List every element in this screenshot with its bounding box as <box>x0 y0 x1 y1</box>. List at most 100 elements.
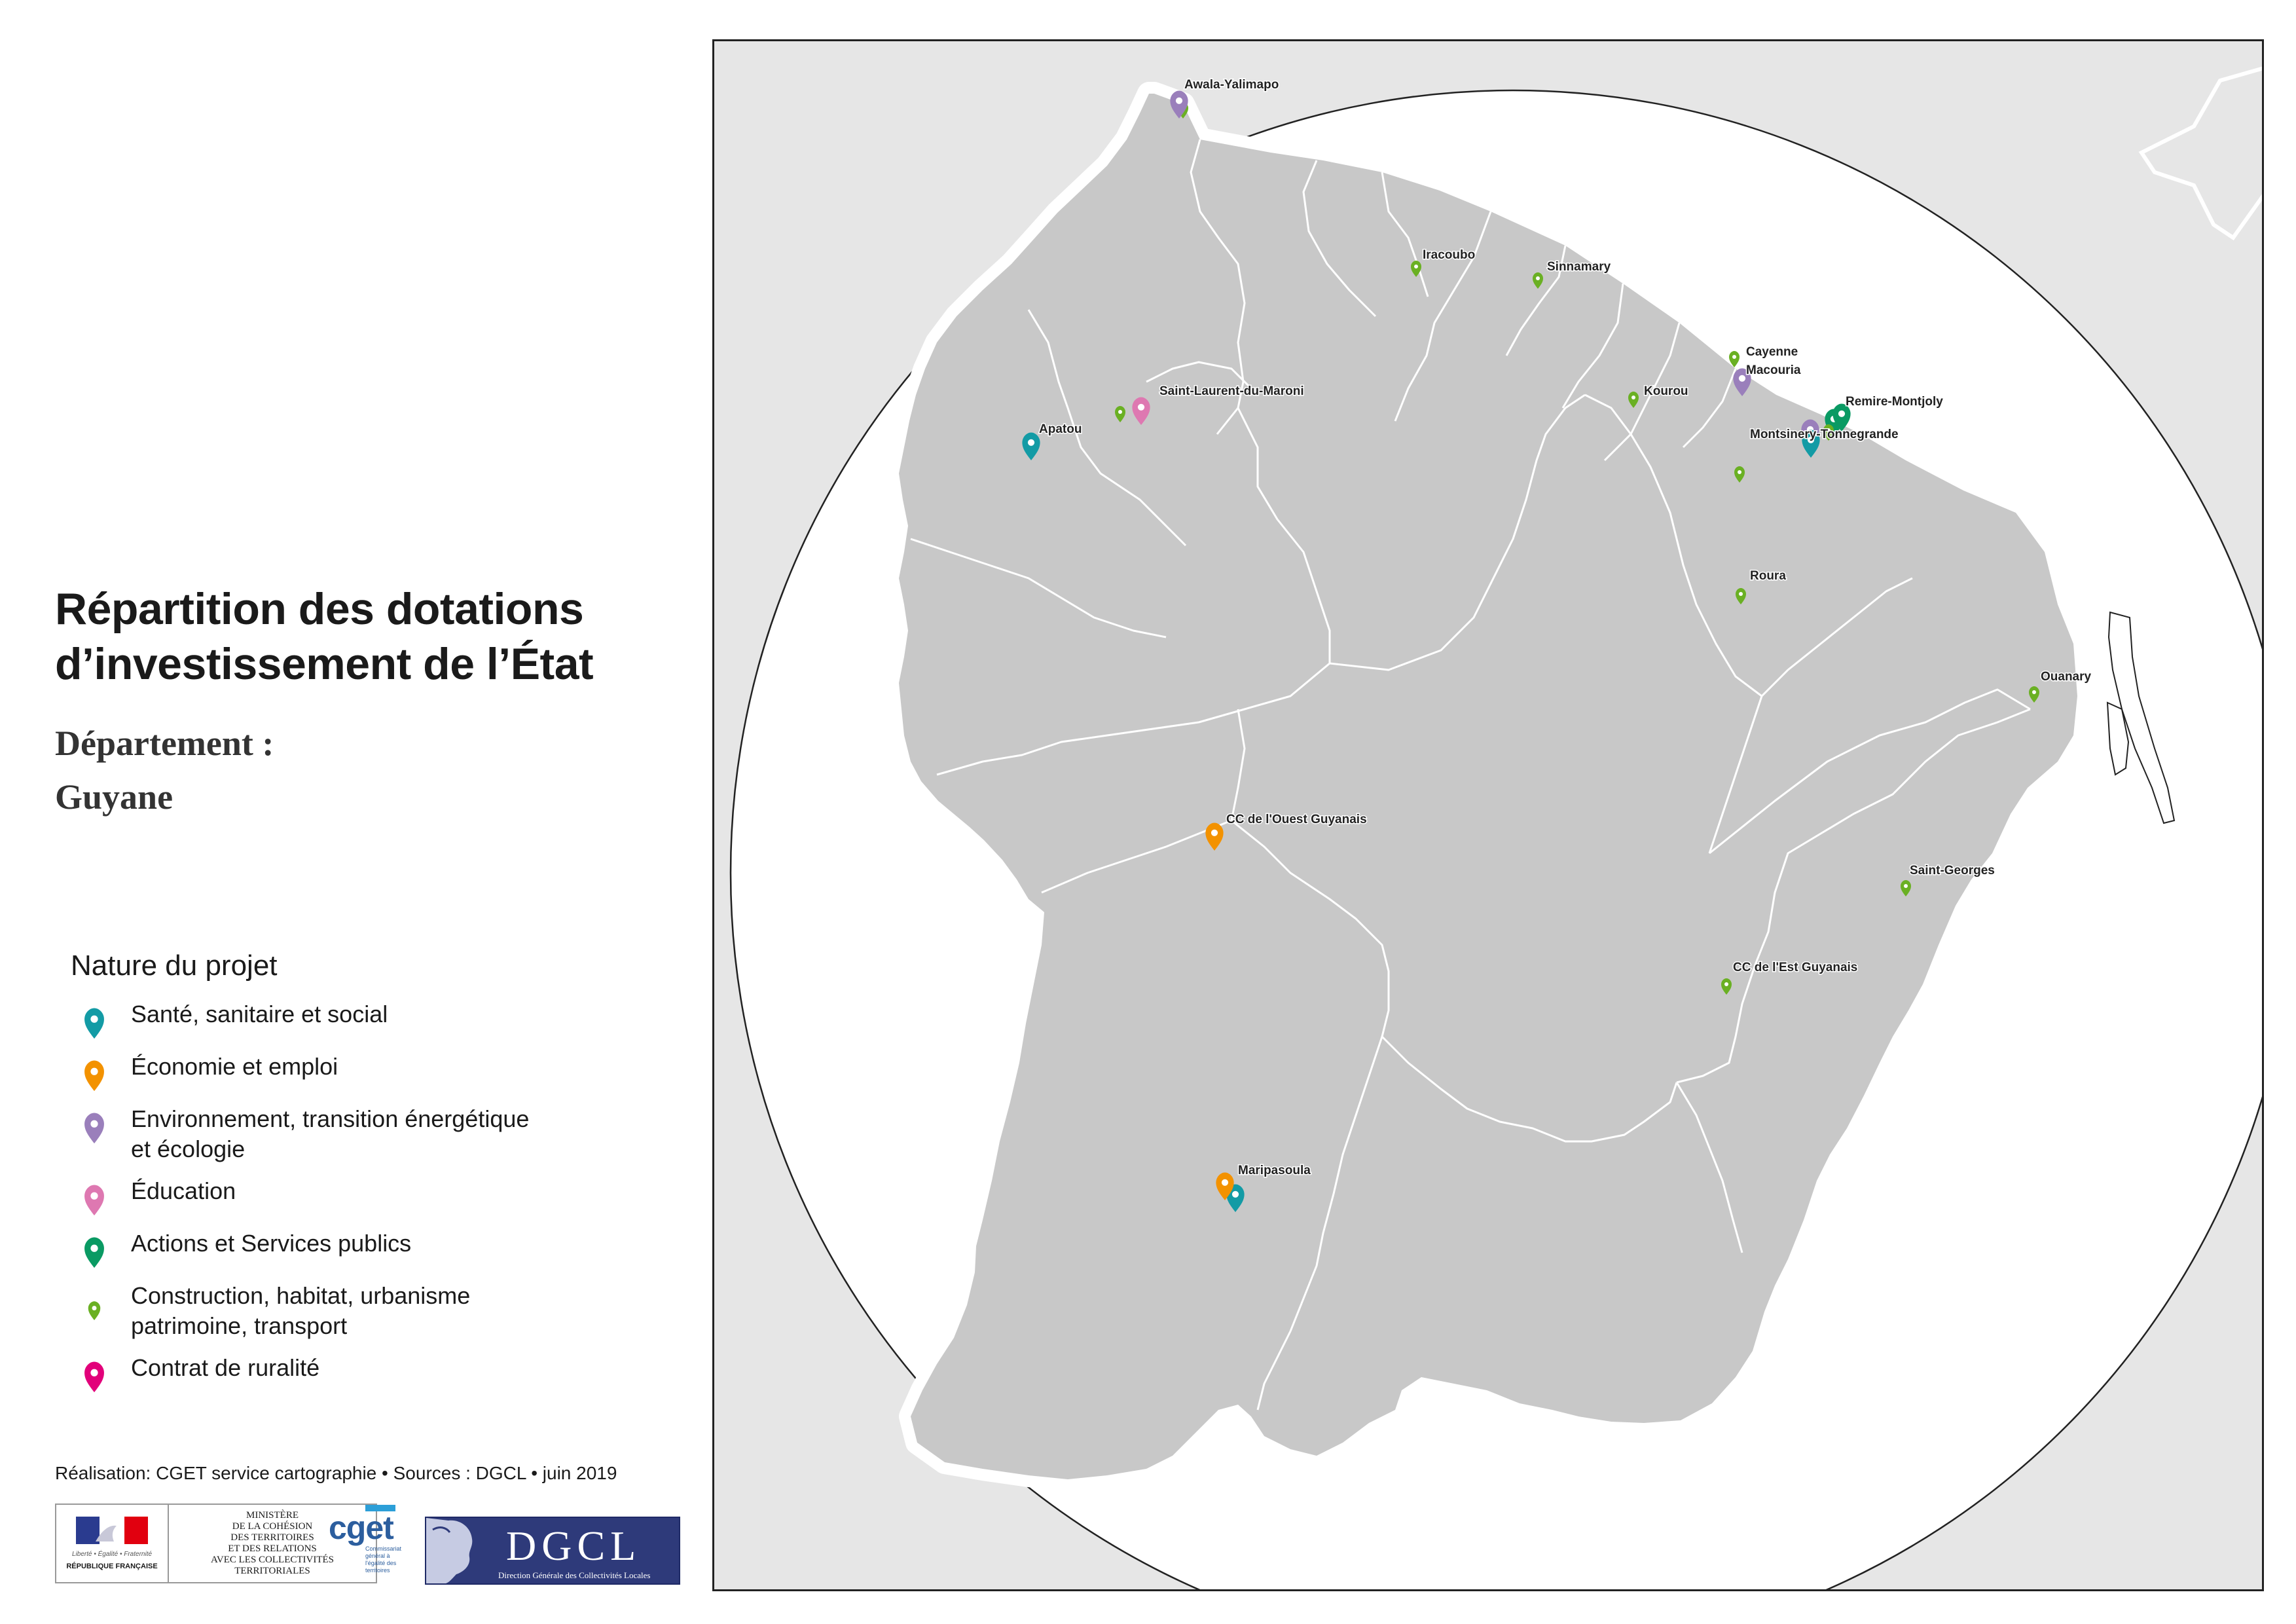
legend-pin[interactable] <box>84 1060 104 1092</box>
legend-item-education: Éducation <box>68 1176 657 1228</box>
map-pin-construction[interactable] <box>1736 588 1746 604</box>
map-pin-sante[interactable] <box>1802 430 1820 458</box>
credits: Réalisation: CGET service cartographie •… <box>55 1463 617 1483</box>
legend-label-line: et écologie <box>131 1135 246 1162</box>
guyane-land <box>899 94 2077 1479</box>
map-pin-icon <box>84 1237 104 1268</box>
ministere-name-line: DES TERRITOIRES <box>230 1532 314 1543</box>
legend-label-line: Contrat de ruralité <box>131 1354 320 1381</box>
map-pin-economie[interactable] <box>1216 1172 1234 1201</box>
map-frame[interactable]: Awala-Yalimapo Iracoubo Sinnamary Cayenne Ma… <box>712 39 2264 1591</box>
place-label: Apatou <box>1039 422 1082 436</box>
ministere-name-line: TERRITORIALES <box>234 1566 310 1576</box>
map-pin-icon <box>84 1113 104 1144</box>
map-title-line-1: Répartition des dotations <box>55 584 584 634</box>
map-title-line-2: d’investissement de l’État <box>55 639 594 689</box>
legend-title: Nature du projet <box>71 950 278 982</box>
ministere-name-line: AVEC LES COLLECTIVITÉS <box>210 1555 335 1565</box>
place-label: Saint-Georges <box>1910 864 1995 877</box>
legend-pin[interactable] <box>84 1237 104 1268</box>
map-markers[interactable]: Awala-Yalimapo Iracoubo Sinnamary Cayenne Ma… <box>1022 77 2092 1212</box>
place-label: Sinnamary <box>1547 260 1611 274</box>
map-pin-construction[interactable] <box>1721 978 1732 995</box>
map-pin-sante[interactable] <box>1022 432 1040 461</box>
map-pin-actions[interactable] <box>1832 403 1851 432</box>
legend-item-economie: Économie et emploi <box>68 1052 657 1104</box>
legend-item-sante: Santé, sanitaire et social <box>68 999 657 1052</box>
map-pin-icon <box>84 1008 104 1039</box>
legend-label-line: Environnement, transition énergétique <box>131 1105 530 1132</box>
commune-borders <box>910 139 2031 1411</box>
place-label: Cayenne <box>1746 345 1798 359</box>
legend-label-line: Économie et emploi <box>131 1053 338 1080</box>
cget-logo: cget Commissariat général à l'égalité de… <box>326 1505 405 1583</box>
map-pin-construction[interactable] <box>1115 406 1125 422</box>
map-pin-environnement[interactable] <box>1170 90 1188 119</box>
map-pin-icon <box>84 1185 104 1216</box>
cget-mark-icon <box>365 1505 395 1511</box>
map-pin-construction[interactable] <box>1533 272 1543 289</box>
legend-item-construction: Construction, habitat, urbanisme patrimoi… <box>68 1281 657 1353</box>
legend-label-line: Actions et Services publics <box>131 1230 412 1257</box>
small-map-pin-icon <box>88 1301 101 1321</box>
map-pin-economie[interactable] <box>1205 822 1224 851</box>
legend-label: Contrat de ruralité <box>131 1353 319 1383</box>
republique-francaise-logo: Liberté • Égalité • Fraternité RÉPUBLIQU… <box>55 1504 169 1583</box>
legend-label: Économie et emploi <box>131 1052 338 1082</box>
map-pin-construction[interactable] <box>1729 351 1740 367</box>
place-label: Ouanary <box>2041 670 2092 684</box>
legend-label: Éducation <box>131 1176 236 1206</box>
map-title: Répartition des dotations d’investisseme… <box>55 581 644 692</box>
legend-item-environnement: Environnement, transition énergétique et … <box>68 1104 657 1176</box>
dgcl-wordmark: DGCL <box>506 1522 642 1569</box>
cget-wordmark: cget <box>329 1509 394 1546</box>
guyane-map[interactable]: Awala-Yalimapo Iracoubo Sinnamary Cayenne Ma… <box>714 41 2264 1591</box>
cget-subtitle: Commissariat général à l'égalité des ter… <box>365 1545 402 1574</box>
place-label: Kourou <box>1644 384 1688 398</box>
legend-pin[interactable] <box>88 1301 101 1321</box>
map-pin-construction[interactable] <box>1734 466 1745 483</box>
legend-label: Santé, sanitaire et social <box>131 999 388 1029</box>
neighbour-land-top-right <box>2138 66 2262 241</box>
legend-pin[interactable] <box>84 1185 104 1216</box>
place-label: Remire-Montjoly <box>1846 395 1943 409</box>
legend-pin[interactable] <box>84 1361 104 1393</box>
marianne-flag-icon <box>76 1517 148 1544</box>
legend-label: Actions et Services publics <box>131 1228 411 1259</box>
legend-label-line: patrimoine, transport <box>131 1312 348 1339</box>
map-pin-construction[interactable] <box>1901 880 1911 896</box>
map-pin-environnement[interactable] <box>1733 368 1751 397</box>
rf-name: RÉPUBLIQUE FRANÇAISE <box>66 1562 158 1570</box>
map-pin-construction[interactable] <box>1411 261 1421 277</box>
ministere-name-line: DE LA COHÉSION <box>232 1521 313 1532</box>
legend-item-actions: Actions et Services publics <box>68 1228 657 1281</box>
place-label: CC de l'Ouest Guyanais <box>1226 813 1367 826</box>
place-label: Roura <box>1750 569 1786 583</box>
legend-pin[interactable] <box>84 1113 104 1144</box>
place-label: Saint-Laurent-du-Maroni <box>1159 384 1304 398</box>
ministere-name-line: MINISTÈRE <box>246 1510 299 1521</box>
legend-label-line: Éducation <box>131 1177 236 1204</box>
dgcl-subtitle: Direction Générale des Collectivités Loc… <box>498 1570 651 1580</box>
ministere-name-line: ET DES RELATIONS <box>228 1543 317 1554</box>
legend: Nature du projet Santé, sanitaire et soc… <box>68 950 657 1405</box>
legend-items: Santé, sanitaire et social Économie et em… <box>68 999 657 1405</box>
map-pin-construction[interactable] <box>2029 686 2039 703</box>
map-pin-education[interactable] <box>1132 397 1150 426</box>
ministere-name: MINISTÈRE DE LA COHÉSION DES TERRITOIRES ET… <box>211 1510 334 1577</box>
place-label: Montsinery-Tonnegrande <box>1750 428 1899 441</box>
marianne-profile-icon <box>426 1518 473 1583</box>
legend-label-line: Construction, habitat, urbanisme <box>131 1282 471 1309</box>
map-pin-icon <box>84 1361 104 1393</box>
place-label: Macouria <box>1746 363 1801 377</box>
map-pin-construction[interactable] <box>1823 424 1834 441</box>
map-pin-icon <box>84 1060 104 1092</box>
logos: Liberté • Égalité • Fraternité RÉPUBLIQU… <box>55 1504 683 1589</box>
rf-motto: Liberté • Égalité • Fraternité <box>71 1551 153 1558</box>
map-pin-construction[interactable] <box>1628 392 1639 408</box>
place-label: Iracoubo <box>1423 248 1475 262</box>
legend-label-line: Santé, sanitaire et social <box>131 1001 388 1027</box>
legend-pin[interactable] <box>84 1008 104 1039</box>
place-label: Awala-Yalimapo <box>1184 78 1279 92</box>
dgcl-logo: DGCL Direction Générale des Collectivité… <box>425 1517 680 1585</box>
